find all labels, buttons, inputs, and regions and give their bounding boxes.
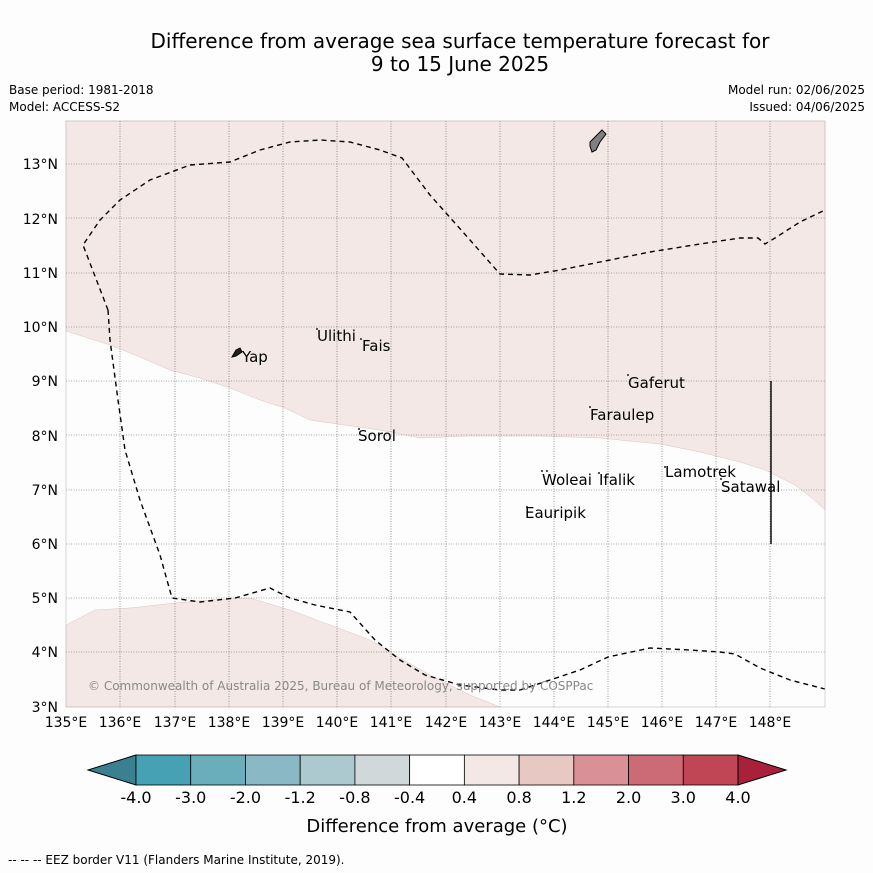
colorbar-label: Difference from average (°C) bbox=[306, 816, 567, 837]
place-label-gaferut: Gaferut bbox=[628, 374, 685, 392]
lon-tick-label: 142°E bbox=[425, 715, 468, 731]
colorbar-tick-label: -2.0 bbox=[230, 788, 261, 807]
place-label-faraulep: Faraulep bbox=[590, 406, 654, 424]
model-name: Model: ACCESS-S2 bbox=[9, 100, 121, 114]
colorbar-tick-label: -4.0 bbox=[120, 788, 151, 807]
colorbar-tick-label: -0.8 bbox=[339, 788, 370, 807]
lon-tick-label: 145°E bbox=[587, 715, 630, 731]
lon-tick-label: 141°E bbox=[370, 715, 413, 731]
colorbar-tick-label: -0.4 bbox=[394, 788, 425, 807]
place-label-woleai: Woleai bbox=[542, 471, 592, 489]
lon-tick-label: 137°E bbox=[154, 715, 197, 731]
atoll-dots bbox=[316, 328, 722, 508]
lat-tick-label: 6°N bbox=[32, 537, 58, 553]
eez-border-north bbox=[82, 139, 826, 311]
colorbar-over-extension bbox=[737, 754, 788, 786]
eez-legend-note: -- -- -- EEZ border V11 (Flanders Marine… bbox=[8, 853, 345, 867]
map-frame bbox=[65, 120, 826, 708]
copyright-notice: © Commonwealth of Australia 2025, Bureau… bbox=[88, 679, 593, 693]
lon-tick-label: 143°E bbox=[479, 715, 522, 731]
colorbar: -4.0 -3.0 -2.0 -1.2 -0.8 -0.4 0.4 0.8 1.2 2.0 3.0 4… bbox=[86, 754, 788, 807]
colorbar-segment bbox=[463, 754, 520, 786]
lat-tick-label: 10°N bbox=[23, 320, 58, 336]
yap-island-icon bbox=[230, 347, 243, 358]
colorbar-tick-label: 3.0 bbox=[671, 788, 696, 807]
gridlines bbox=[66, 121, 825, 707]
colorbar-tick-label: 2.0 bbox=[616, 788, 641, 807]
colorbar-tick-label: -3.0 bbox=[175, 788, 206, 807]
colorbar-segment bbox=[518, 754, 575, 786]
guam-island-icon bbox=[589, 129, 607, 153]
colorbar-tick-label: 1.2 bbox=[561, 788, 586, 807]
lon-tick-label: 144°E bbox=[533, 715, 576, 731]
place-label-fais: Fais bbox=[362, 337, 391, 355]
place-label-ulithi: Ulithi bbox=[317, 327, 356, 345]
colorbar-tick-label: 0.8 bbox=[506, 788, 531, 807]
lat-tick-label: 9°N bbox=[32, 374, 58, 390]
colorbar-segment bbox=[135, 754, 192, 786]
place-label-ifalik: Ifalik bbox=[599, 471, 635, 489]
lon-tick-label: 136°E bbox=[99, 715, 142, 731]
colorbar-tick-label: -1.2 bbox=[285, 788, 316, 807]
colorbar-segment bbox=[628, 754, 684, 786]
lat-tick-label: 7°N bbox=[32, 483, 58, 499]
eez-border-south bbox=[519, 647, 826, 691]
lat-tick-label: 12°N bbox=[23, 212, 58, 228]
lat-tick-label: 4°N bbox=[32, 645, 58, 661]
place-label-sorol: Sorol bbox=[358, 427, 396, 445]
colorbar-segment bbox=[245, 754, 301, 786]
lon-tick-label: 140°E bbox=[316, 715, 359, 731]
lat-tick-label: 8°N bbox=[32, 429, 58, 445]
colorbar-tick-label: 0.4 bbox=[452, 788, 477, 807]
lon-tick-label: 147°E bbox=[695, 715, 738, 731]
eez-border-west bbox=[107, 309, 520, 691]
place-label-lamotrek: Lamotrek bbox=[665, 463, 736, 481]
colorbar-segment bbox=[682, 754, 739, 786]
title-line-2: 9 to 15 June 2025 bbox=[370, 52, 550, 76]
colorbar-under-extension bbox=[86, 754, 137, 786]
colorbar-segment bbox=[573, 754, 629, 786]
base-period: Base period: 1981-2018 bbox=[9, 83, 154, 97]
warm-anomaly-region-north bbox=[65, 120, 826, 511]
colorbar-segment bbox=[354, 754, 411, 786]
lon-tick-label: 138°E bbox=[208, 715, 251, 731]
place-label-satawal: Satawal bbox=[721, 478, 780, 496]
issued-date: Issued: 04/06/2025 bbox=[749, 100, 865, 114]
lon-tick-label: 139°E bbox=[262, 715, 305, 731]
colorbar-segment bbox=[299, 754, 356, 786]
place-label-yap: Yap bbox=[241, 348, 268, 366]
colorbar-segment bbox=[190, 754, 246, 786]
lat-tick-label: 3°N bbox=[32, 700, 58, 716]
model-run: Model run: 02/06/2025 bbox=[727, 83, 865, 97]
warm-anomaly-region-south bbox=[65, 597, 501, 708]
lat-tick-label: 13°N bbox=[23, 157, 58, 173]
lon-tick-label: 148°E bbox=[749, 715, 792, 731]
title-line-1: Difference from average sea surface temp… bbox=[150, 29, 770, 53]
colorbar-tick-label: 4.0 bbox=[725, 788, 750, 807]
lon-tick-label: 135°E bbox=[45, 715, 88, 731]
lon-tick-label: 146°E bbox=[641, 715, 684, 731]
lat-tick-label: 5°N bbox=[32, 591, 58, 607]
lat-tick-label: 11°N bbox=[23, 266, 58, 282]
colorbar-segment bbox=[409, 754, 465, 786]
place-label-eauripik: Eauripik bbox=[525, 504, 586, 522]
